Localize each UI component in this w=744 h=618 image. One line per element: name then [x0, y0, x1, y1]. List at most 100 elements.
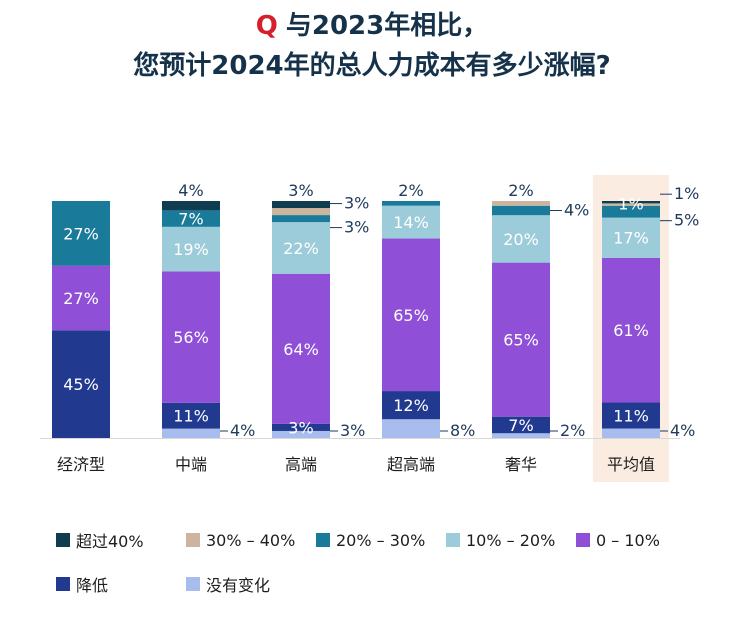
data-label-4-30-40: 2%	[508, 181, 533, 200]
legend-item-30-40: 30% – 40%	[186, 528, 316, 552]
legend-item-0-10: 0 – 10%	[576, 528, 706, 552]
bar-1-超过40	[162, 201, 220, 211]
q-mark: Q	[255, 11, 278, 41]
data-label-1-0-10: 56%	[173, 328, 209, 347]
legend-swatch	[186, 533, 200, 547]
data-label-2-降低: 3%	[288, 418, 313, 437]
legend-label: 0 – 10%	[596, 530, 660, 550]
data-label-4-10-20: 20%	[503, 230, 539, 249]
legend-label: 降低	[76, 576, 109, 595]
category-label-3: 超高端	[387, 455, 435, 474]
data-label-0-降低: 45%	[63, 375, 99, 394]
title-line-1: Q 与2023年相比，	[0, 6, 744, 46]
data-label-5-降低: 11%	[613, 406, 649, 425]
chart-title: Q 与2023年相比， 您预计2024年的总人力成本有多少涨幅?	[0, 6, 744, 86]
data-label-4-降低: 7%	[508, 416, 533, 435]
category-label-5: 平均值	[607, 455, 655, 474]
data-label-3-降低: 12%	[393, 396, 429, 415]
data-label-5-10-20: 17%	[613, 229, 649, 248]
bar-4-降低	[492, 416, 550, 434]
bar-0-降低	[52, 330, 110, 438]
data-label-2-超过40: 3%	[288, 181, 313, 200]
data-label-3-0-10: 65%	[393, 306, 429, 325]
bar-2-没有变化	[272, 430, 330, 438]
bar-4-0-10	[492, 262, 550, 417]
bar-5-超过40	[602, 201, 660, 204]
data-label-1-20-30: 7%	[178, 210, 203, 229]
legend-item-10-20: 10% – 20%	[446, 528, 576, 552]
bar-5-降低	[602, 402, 660, 429]
bar-2-0-10	[272, 273, 330, 424]
data-label-1-10-20: 19%	[173, 240, 209, 259]
category-label-4: 奢华	[505, 455, 537, 474]
legend-item-超过40: 超过40%	[56, 528, 186, 552]
data-label-5-30-40: 1%	[618, 195, 643, 214]
stacked-bar-chart: 45% 27% 27% 经济型 4% 11% 56% 19% 7% 4% 中端 3% 3% 64% 22% 3…	[40, 175, 699, 482]
category-label-0: 经济型	[57, 455, 105, 474]
data-label-0-0-10: 27%	[63, 289, 99, 308]
data-label-1-没有变化: 4%	[230, 421, 255, 440]
bar-2-20-30	[272, 215, 330, 223]
bar-1-10-20	[162, 226, 220, 272]
legend-swatch	[56, 533, 70, 547]
bar-2-10-20	[272, 222, 330, 274]
bar-3-20-30	[382, 201, 440, 206]
data-label-2-10-20: 22%	[283, 239, 319, 258]
bar-4-10-20	[492, 215, 550, 263]
legend-swatch	[446, 533, 460, 547]
data-label-4-没有变化: 2%	[560, 421, 585, 440]
title-line-1-text: 与2023年相比，	[285, 11, 489, 41]
data-label-4-20-30: 4%	[564, 200, 589, 219]
data-label-2-没有变化: 3%	[340, 421, 365, 440]
legend-swatch	[56, 577, 70, 591]
data-label-5-0-10: 61%	[613, 321, 649, 340]
bar-5-0-10	[602, 257, 660, 403]
data-label-2-0-10: 64%	[283, 340, 319, 359]
bar-2-30-40	[272, 208, 330, 216]
bar-2-超过40	[272, 201, 330, 209]
bar-0-20-30	[52, 201, 110, 266]
bar-3-降低	[382, 391, 440, 420]
legend-item-没有变化: 没有变化	[186, 572, 316, 596]
bar-4-没有变化	[492, 433, 550, 438]
bar-3-10-20	[382, 205, 440, 239]
data-label-2-20-30: 3%	[344, 218, 369, 237]
bar-5-20-30	[602, 205, 660, 218]
legend-label: 没有变化	[206, 576, 271, 595]
category-label-2: 高端	[285, 455, 317, 474]
legend-swatch	[576, 533, 590, 547]
data-label-5-没有变化: 4%	[670, 421, 695, 440]
legend-label: 20% – 30%	[336, 530, 426, 550]
data-label-3-10-20: 14%	[393, 213, 429, 232]
legend-item-降低: 降低	[56, 572, 186, 596]
title-line-2: 您预计2024年的总人力成本有多少涨幅?	[133, 51, 611, 81]
bar-2-降低	[272, 423, 330, 431]
category-label-1: 中端	[175, 455, 207, 474]
legend-swatch	[316, 533, 330, 547]
data-label-3-20-30: 2%	[398, 181, 423, 200]
data-label-5-超过40: 1%	[674, 184, 699, 203]
bar-1-20-30	[162, 210, 220, 227]
data-label-1-降低: 11%	[173, 407, 209, 426]
legend-label: 超过40%	[76, 532, 144, 551]
data-label-3-没有变化: 8%	[450, 421, 475, 440]
legend-item-20-30: 20% – 30%	[316, 528, 446, 552]
bar-1-0-10	[162, 271, 220, 403]
bar-1-降低	[162, 402, 220, 429]
bar-1-没有变化	[162, 428, 220, 438]
bar-5-10-20	[602, 217, 660, 258]
bar-3-0-10	[382, 238, 440, 392]
bar-0-0-10	[52, 265, 110, 331]
data-label-2-30-40: 3%	[344, 194, 369, 213]
data-label-5-20-30: 5%	[674, 211, 699, 230]
bar-4-20-30	[492, 205, 550, 216]
data-label-1-超过40: 4%	[178, 181, 203, 200]
bar-5-没有变化	[602, 428, 660, 438]
legend-label: 30% – 40%	[206, 530, 296, 550]
bar-4-30-40	[492, 201, 550, 206]
data-label-4-0-10: 65%	[503, 331, 539, 350]
chart-legend: 超过40% 30% – 40% 20% – 30% 10% – 20% 0 – 10% 降…	[56, 528, 736, 596]
data-label-0-20-30: 27%	[63, 224, 99, 243]
bar-3-没有变化	[382, 419, 440, 438]
legend-swatch	[186, 577, 200, 591]
